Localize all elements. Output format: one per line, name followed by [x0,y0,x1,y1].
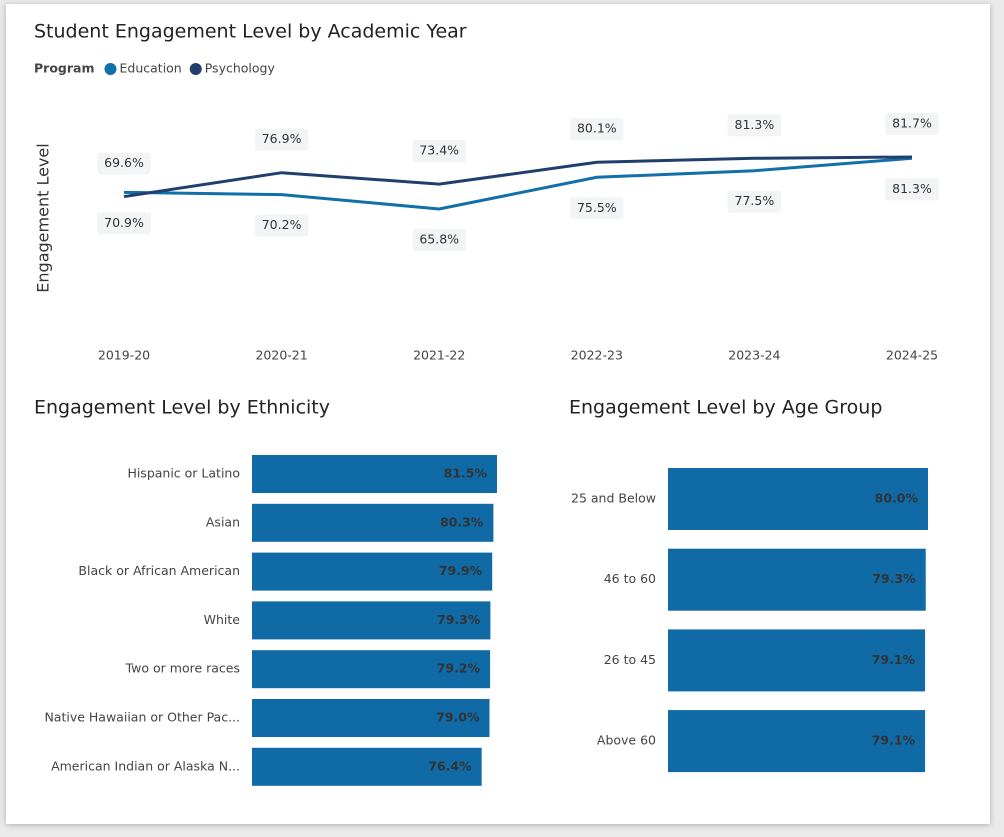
bar [252,699,490,737]
data-label: 81.7% [892,116,932,131]
data-label-bg [885,178,939,201]
x-tick-label: 2020-21 [255,348,307,363]
bar [252,747,482,786]
category-label: 26 to 45 [604,652,656,667]
data-label-bg [727,190,782,213]
line [123,155,913,199]
category-label: Asian [206,514,240,529]
bar [252,650,491,689]
data-label: 75.5% [577,200,617,215]
data-label: 70.9% [104,215,144,230]
chart-title: Student Engagement Level by Academic Yea… [34,21,467,43]
bar [668,629,926,692]
data-label: 70.2% [262,217,302,232]
data-label: 81.5% [444,466,488,481]
x-tick-label: 2023-24 [728,348,780,363]
x-tick-label: 2024-25 [886,348,938,363]
category-label: Hispanic or Latino [127,466,240,481]
bar [252,503,494,542]
data-label-bg [569,118,624,141]
data-label-bg [254,214,309,237]
data-label: 76.9% [262,131,302,146]
x-tick-label: 2019-20 [98,348,150,363]
legend-label: Psychology [205,61,276,76]
data-label: 79.2% [437,661,481,676]
data-label: 79.9% [439,563,483,578]
data-label: 79.1% [872,733,916,748]
category-label: Two or more races [125,661,240,676]
bar [252,552,493,591]
legend-marker [104,63,117,75]
data-label: 79.1% [872,652,916,667]
legend-label: Education [120,61,182,76]
bar [668,468,928,530]
data-label-bg [412,229,467,251]
category-label: American Indian or Alaska N... [51,758,240,773]
category-label: Native Hawaiian or Other Pac... [44,710,240,725]
data-label: 80.3% [440,514,484,529]
data-label: 79.3% [872,571,916,586]
category-label: 25 and Below [571,491,656,506]
bar [252,455,497,493]
data-label: 81.3% [735,117,775,132]
x-tick-label: 2021-22 [413,348,465,363]
chart-title: Engagement Level by Ethnicity [34,397,330,419]
data-label: 73.4% [419,143,459,158]
data-label: 80.0% [875,491,919,506]
y-axis-title: Engagement Level [34,143,53,292]
data-label: 77.5% [735,193,775,208]
bar [252,601,491,640]
data-label-bg [727,114,782,137]
data-label: 69.6% [104,155,144,170]
bar [668,548,926,611]
data-label: 81.3% [892,181,932,196]
category-label: 46 to 60 [604,571,656,586]
legend-marker [189,63,202,75]
line [123,156,913,211]
data-label: 80.1% [577,121,617,136]
data-label-bg [97,152,151,175]
data-label-bg [885,113,939,135]
data-label: 76.4% [428,758,472,773]
data-label-bg [412,140,467,163]
legend-title: Program [34,61,95,76]
category-label: Black or African American [78,563,240,578]
chart-title: Engagement Level by Age Group [569,397,882,419]
x-tick-label: 2022-23 [571,348,623,363]
data-label-bg [97,212,151,235]
data-label-bg [569,197,624,220]
data-label: 79.0% [436,710,480,725]
bar [668,710,926,773]
category-label: White [204,612,241,627]
data-label: 65.8% [419,232,459,247]
data-label-bg [254,128,309,151]
category-label: Above 60 [597,733,656,748]
data-label: 79.3% [437,612,481,627]
